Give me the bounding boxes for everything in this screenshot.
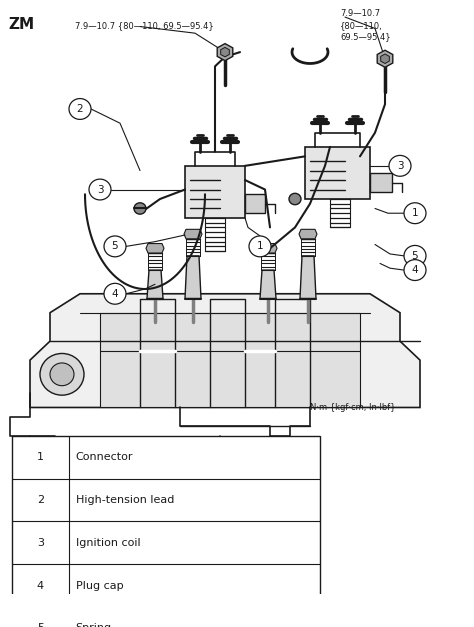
Text: 3: 3 [37,538,44,548]
Text: ZM: ZM [8,17,34,32]
Bar [185,166,245,218]
Polygon shape [100,313,360,408]
Polygon shape [146,243,164,253]
Text: 5: 5 [37,623,44,627]
Polygon shape [260,270,276,298]
Text: Plug cap: Plug cap [76,581,123,591]
Text: 2: 2 [77,104,83,114]
Polygon shape [185,256,201,298]
Circle shape [50,363,74,386]
Text: 4: 4 [112,289,118,299]
Text: 1: 1 [37,452,44,462]
Text: 7.9—10.7 {80—110, 69.5—95.4}: 7.9—10.7 {80—110, 69.5—95.4} [75,21,214,30]
Polygon shape [184,229,202,239]
Text: 5: 5 [412,251,419,261]
Text: 4: 4 [36,581,44,591]
Circle shape [134,203,146,214]
Bar [245,194,265,213]
Circle shape [404,245,426,266]
Polygon shape [299,229,317,239]
Text: 1: 1 [257,241,264,251]
Text: 4: 4 [412,265,419,275]
Polygon shape [217,44,233,61]
Polygon shape [147,270,163,298]
Text: 5: 5 [112,241,118,251]
Circle shape [89,179,111,200]
Polygon shape [259,243,277,253]
Bar [370,174,392,192]
Text: N·m {kgf·cm, In·lbf}: N·m {kgf·cm, In·lbf} [310,403,396,412]
Circle shape [69,98,91,119]
Text: High-tension lead: High-tension lead [76,495,174,505]
Circle shape [404,203,426,224]
Circle shape [40,354,84,395]
Bar [12,436,320,627]
Circle shape [289,193,301,204]
Polygon shape [30,294,420,408]
Text: 1: 1 [412,208,419,218]
Circle shape [389,155,411,176]
Text: {80—110,: {80—110, [340,21,383,30]
Text: 2: 2 [36,495,44,505]
Polygon shape [221,48,229,57]
Text: 3: 3 [397,161,403,171]
Polygon shape [300,256,316,298]
Text: Spring: Spring [76,623,112,627]
Text: 3: 3 [97,184,103,194]
Polygon shape [377,50,393,67]
Text: Connector: Connector [76,452,133,462]
Text: 7.9—10.7: 7.9—10.7 [340,9,380,18]
Polygon shape [381,54,389,63]
Circle shape [104,236,126,257]
Circle shape [249,236,271,257]
Bar [305,147,370,199]
Text: 69.5—95.4}: 69.5—95.4} [340,32,391,41]
Circle shape [404,260,426,280]
Text: Ignition coil: Ignition coil [76,538,140,548]
Circle shape [104,283,126,304]
